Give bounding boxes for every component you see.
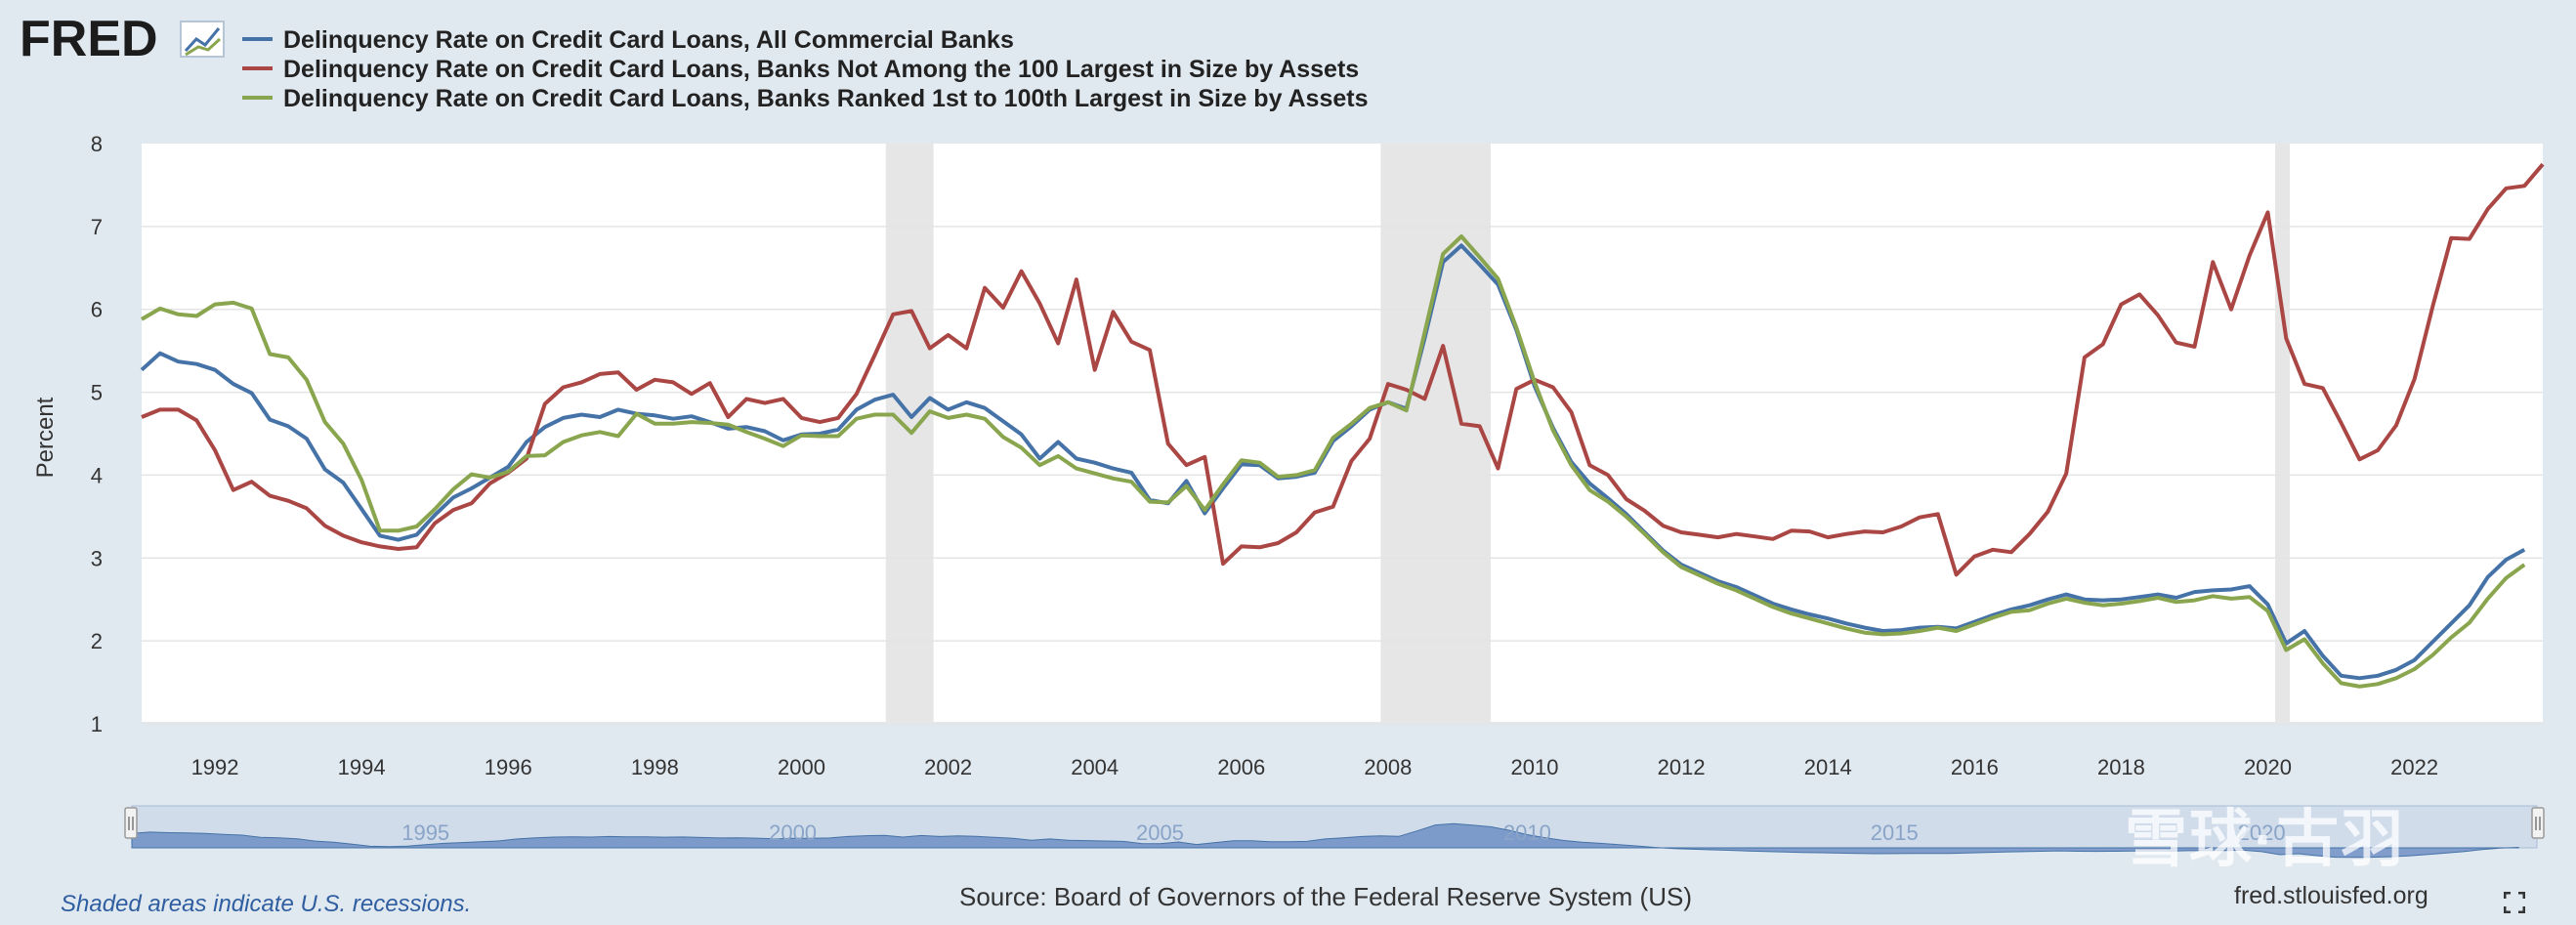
navigator-year-label: 2010 <box>1503 820 1551 845</box>
y-tick-label: 5 <box>91 381 103 405</box>
x-tick-label: 2002 <box>924 755 972 779</box>
y-axis-label: Percent <box>32 397 59 478</box>
x-tick-label: 2014 <box>1804 755 1852 779</box>
y-tick-label: 6 <box>91 298 103 322</box>
x-axis: 1992 1994 1996 1998 2000 2002 2004 2006 2008 2010… <box>191 755 2439 779</box>
legend-item[interactable]: Delinquency Rate on Credit Card Loans, A… <box>283 26 1014 54</box>
x-tick-label: 2004 <box>1071 755 1119 779</box>
x-tick-label: 2012 <box>1658 755 1706 779</box>
x-tick-label: 2022 <box>2390 755 2438 779</box>
y-tick-label: 8 <box>91 132 103 156</box>
navigator-handle-right[interactable] <box>2531 807 2545 839</box>
x-tick-label: 1992 <box>191 755 239 779</box>
x-tick-label: 2008 <box>1364 755 1412 779</box>
x-tick-label: 2006 <box>1217 755 1265 779</box>
legend-item[interactable]: Delinquency Rate on Credit Card Loans, B… <box>283 56 1359 83</box>
x-tick-label: 1994 <box>338 755 386 779</box>
fred-logo[interactable]: FRED <box>20 11 225 67</box>
series-lines <box>140 162 2545 689</box>
navigator-year-label: 2015 <box>1871 820 1919 845</box>
navigator-year-label: 2020 <box>2238 820 2286 845</box>
x-tick-label: 2010 <box>1511 755 1559 779</box>
series-line-3[interactable] <box>140 234 2526 689</box>
fred-logo-text[interactable]: FRED <box>20 11 158 67</box>
x-tick-label: 2016 <box>1951 755 1999 779</box>
range-navigator[interactable]: 1995 2000 2005 2010 2015 2020 <box>124 805 2545 859</box>
watermark-text: 雪球·古羽 <box>2125 804 2406 874</box>
y-axis: 1 2 3 4 5 6 7 8 <box>91 132 103 736</box>
navigator-handle-left[interactable] <box>124 807 138 839</box>
series-line-2[interactable] <box>141 162 2545 577</box>
navigator-year-label: 2005 <box>1136 820 1184 845</box>
chart-legend: Delinquency Rate on Credit Card Loans, A… <box>242 26 1369 112</box>
navigator-year-label: 2000 <box>769 820 817 845</box>
gridlines <box>142 226 2543 725</box>
site-link[interactable]: fred.stlouisfed.org <box>2234 882 2428 909</box>
navigator-year-labels: 1995 2000 2005 2010 2015 2020 <box>401 820 2285 845</box>
y-tick-label: 1 <box>91 712 103 736</box>
recession-band <box>1380 144 1491 722</box>
x-tick-label: 1998 <box>631 755 679 779</box>
recession-note: Shaded areas indicate U.S. recessions. <box>61 891 472 917</box>
navigator-series-area <box>131 822 2519 859</box>
x-tick-label: 2020 <box>2244 755 2292 779</box>
navigator-year-label: 1995 <box>401 820 449 845</box>
x-tick-label: 2000 <box>778 755 825 779</box>
legend-item[interactable]: Delinquency Rate on Credit Card Loans, B… <box>283 85 1369 112</box>
x-tick-label: 2018 <box>2097 755 2145 779</box>
y-tick-label: 4 <box>91 463 103 487</box>
source-text[interactable]: Source: Board of Governors of the Federa… <box>959 882 1692 911</box>
y-tick-label: 7 <box>91 215 103 239</box>
y-tick-label: 2 <box>91 629 103 653</box>
y-tick-label: 3 <box>91 546 103 570</box>
x-tick-label: 1996 <box>485 755 532 779</box>
fullscreen-expand-icon[interactable] <box>2504 892 2525 913</box>
line-chart-logo-icon <box>180 21 225 58</box>
